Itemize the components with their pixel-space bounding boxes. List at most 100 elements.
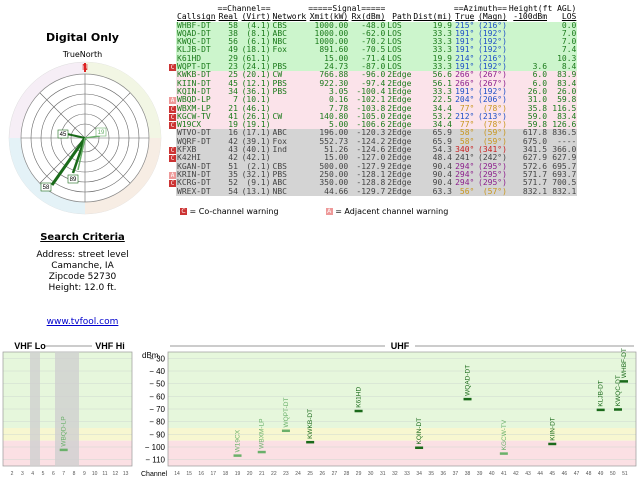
station-marker[interactable] [59, 448, 68, 452]
table-row[interactable]: K61HD 29 (61.1) 15.00 -71.4 LOS 19.9 214° (216°)… [168, 54, 578, 64]
tvfool-link[interactable]: www.tvfool.com [46, 317, 119, 327]
cell-path: 2Edge [386, 178, 413, 188]
table-row[interactable]: WREX-DT 54 (13.1) NBC 44.66 -129.7 2Edge 63.3 56… [168, 186, 578, 196]
column-header[interactable]: (Magn) [478, 12, 507, 22]
cell-xmit: 44.66 [307, 187, 350, 196]
station-marker[interactable] [499, 452, 508, 455]
table-row[interactable]: WQRF-DT 42 (39.1) Fox 552.73 -124.2 2Edge 65.9 5… [168, 137, 578, 147]
chart-section-label: UHF [391, 341, 410, 351]
cell-rx: -128.8 [349, 178, 387, 188]
cell-magn: (267°) [475, 71, 508, 80]
table-row[interactable]: WHBF-DT 58 (4.1) CBS 1000.00 -48.0 LOS 19.9 215°… [168, 21, 578, 30]
table-row[interactable]: KIIN-DT 45 (12.1) PBS 922.30 -97.4 2Edge 56.1 26… [168, 79, 578, 88]
cell-xmit: 1000.00 [307, 21, 350, 30]
cell-dist: 48.4 [412, 154, 453, 163]
station-marker[interactable] [463, 397, 472, 401]
cochannel-warning-icon: C [169, 113, 176, 121]
cell-rx: -87.0 [349, 62, 387, 72]
station-marker[interactable] [596, 408, 605, 412]
x-tick-label: 43 [525, 471, 531, 477]
cell-path: 2Edge [386, 186, 413, 196]
cell-magn: (216°) [475, 54, 508, 64]
cell-real: 43 [216, 145, 239, 155]
table-row[interactable]: KWQC-DT 56 (6.1) NBC 1000.00 -70.2 LOS 33.3 191°… [168, 37, 578, 47]
table-row[interactable]: C KGCW-TV 41 (26.1) CW 140.80 -105.0 2Edge 53.2 2… [168, 112, 578, 122]
table-row[interactable]: C WBXM-LP 21 (46.1) 7.78 -103.8 2Edge 34.4 77° (7… [168, 103, 578, 113]
row-flag [168, 138, 176, 146]
x-tick-label: 7 [62, 471, 65, 477]
column-header[interactable]: Real [218, 12, 238, 22]
station-marker[interactable] [306, 440, 315, 444]
column-header[interactable]: Xmit(kW) [309, 12, 349, 22]
cell-rx: -124.6 [349, 145, 387, 155]
column-header[interactable]: Rx(dBm) [351, 12, 386, 22]
table-row[interactable]: A WBQD-LP 7 (10.1) 0.16 -102.1 2Edge 22.5 204° (2… [168, 95, 578, 105]
cell-los: 832.1 [548, 187, 578, 196]
table-row[interactable]: KWKB-DT 25 (20.1) CW 766.88 -96.0 2Edge 56.6 266… [168, 71, 578, 80]
x-tick-label: 9 [83, 471, 86, 477]
warning-legend: C = Co-channel warning A = Adjacent chan… [180, 207, 448, 216]
column-header[interactable]: Dist(mi) [413, 12, 452, 22]
adjacent-warning-icon: A [325, 208, 333, 215]
table-row[interactable]: C KCRG-DT 52 (9.1) ABC 350.00 -128.8 2Edge 90.4 2… [168, 178, 578, 188]
station-marker[interactable] [354, 409, 363, 413]
cell-virt: (40.1) [238, 145, 272, 155]
column-header[interactable]: Network [272, 12, 307, 22]
cell-network: CBS [271, 21, 308, 30]
compass-north: N [82, 63, 88, 72]
cell-h100 [507, 38, 549, 47]
column-header[interactable]: Path [392, 12, 412, 22]
column-header[interactable]: -100dBm [513, 12, 548, 22]
column-header[interactable]: True [455, 12, 475, 22]
cell-path: 2Edge [386, 103, 413, 113]
cell-real: 35 [216, 170, 239, 180]
station-marker[interactable] [281, 429, 290, 433]
cell-los: 8.4 [548, 62, 578, 72]
table-row[interactable]: C WQPT-DT 23 (24.1) PBS 24.73 -87.0 LOS 33.3 191°… [168, 62, 578, 72]
x-tick-label: 49 [598, 471, 604, 477]
cell-network: Ind [271, 145, 308, 155]
column-header[interactable]: Callsign [177, 12, 216, 22]
station-marker[interactable] [233, 454, 242, 457]
cell-los: ---- [548, 137, 578, 147]
cell-callsign: WQRF-DT [176, 137, 217, 147]
x-tick-label: 37 [453, 471, 459, 477]
cell-virt: (13.1) [238, 187, 272, 196]
cell-virt: (24.1) [238, 62, 272, 72]
station-marker[interactable] [415, 446, 424, 450]
criteria-zip: Zipcode 52730 [48, 272, 117, 282]
cell-h100: 6.0 [507, 71, 549, 80]
station-marker[interactable] [257, 450, 266, 454]
station-marker[interactable] [620, 380, 628, 383]
table-row[interactable]: C W19CX 19 (19.1) 5.00 -106.6 2Edge 34.4 77° (78°… [168, 120, 578, 130]
table-row[interactable]: KGAN-DT 51 (2.1) CBS 500.00 -127.9 2Edge 90.4 29… [168, 162, 578, 171]
cell-callsign: KGAN-DT [176, 162, 217, 171]
table-row[interactable]: A KRIN-DT 35 (32.1) PBS 250.00 -128.1 2Edge 90.4… [168, 170, 578, 180]
table-row[interactable]: KQIN-DT 34 (36.1) PBS 3.05 -100.4 1Edge 33.3 191… [168, 87, 578, 97]
criteria-height: Height: 12.0 ft. [48, 283, 117, 293]
table-row[interactable]: C K42HI 42 (42.1) 15.00 -127.0 2Edge 48.4 241° (2… [168, 154, 578, 163]
x-axis-label: Channel [141, 471, 168, 478]
column-header[interactable]: LOS [561, 12, 577, 22]
table-row[interactable]: C KFXB 43 (40.1) Ind 51.26 -124.6 2Edge 54.3 340°… [168, 145, 578, 155]
cell-virt: (2.1) [238, 162, 272, 171]
cell-los: 7.0 [548, 37, 578, 47]
cell-real: 19 [216, 120, 239, 130]
station-marker[interactable] [548, 442, 557, 446]
x-tick-label: 45 [549, 471, 555, 477]
cell-true: 215° [452, 21, 476, 30]
x-tick-label: 29 [356, 471, 362, 477]
table-row[interactable]: WQAD-DT 38 (8.1) ABC 1000.00 -62.0 LOS 33.3 191°… [168, 29, 578, 39]
column-header[interactable]: (Virt) [241, 12, 271, 22]
station-label: KQIN-DT [416, 418, 423, 445]
chart-band [168, 352, 636, 428]
table-row[interactable]: WTVO-DT 16 (17.1) ABC 196.00 -120.3 2Edge 65.9 5… [168, 129, 578, 138]
station-marker[interactable] [614, 408, 622, 411]
cell-real: 38 [216, 29, 239, 39]
group-header-signal: =====Signal===== [308, 4, 386, 13]
station-label: WQPT-DT [283, 398, 290, 428]
cell-callsign: W19CX [176, 120, 217, 130]
unavailable-channel [55, 352, 79, 466]
table-row[interactable]: KLJB-DT 49 (18.1) Fox 891.60 -70.5 LOS 33.3 191°… [168, 46, 578, 55]
x-tick-label: 35 [428, 471, 434, 477]
